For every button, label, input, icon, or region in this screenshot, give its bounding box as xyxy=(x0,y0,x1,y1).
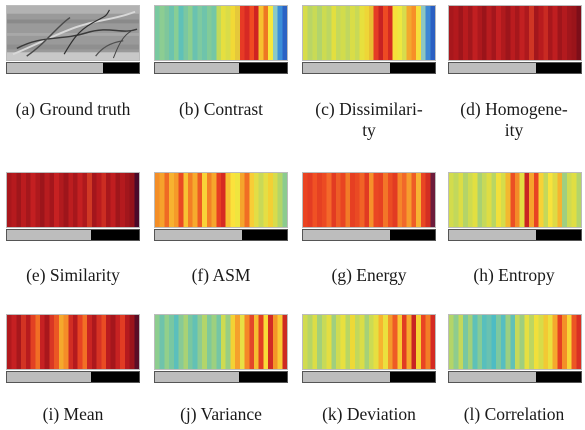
panel-h xyxy=(448,172,582,241)
variance-map xyxy=(154,314,288,370)
panel-l xyxy=(448,314,582,383)
ground-truth-bar xyxy=(6,62,140,74)
bar-gray-segment xyxy=(7,372,92,382)
correlation-map xyxy=(448,314,582,370)
panel-k xyxy=(302,314,436,383)
panel-j xyxy=(154,314,288,383)
asm-map xyxy=(154,172,288,228)
bar-black-segment xyxy=(239,63,287,73)
bar-black-segment xyxy=(536,372,581,382)
caption-a: (a) Ground truth xyxy=(15,99,131,119)
caption-l: (l) Correlation xyxy=(463,404,565,424)
dissimilarity-bar xyxy=(302,62,436,74)
bar-gray-segment xyxy=(7,63,104,73)
bar-gray-segment xyxy=(449,372,537,382)
panel-f xyxy=(154,172,288,241)
bar-gray-segment xyxy=(7,230,92,240)
caption-i: (i) Mean xyxy=(42,404,104,424)
bar-black-segment xyxy=(390,372,435,382)
bar-gray-segment xyxy=(449,230,537,240)
bar-black-segment xyxy=(390,230,435,240)
variance-bar xyxy=(154,371,288,383)
bar-gray-segment xyxy=(303,230,391,240)
contrast-bar xyxy=(154,62,288,74)
panel-g xyxy=(302,172,436,241)
contrast-map xyxy=(154,5,288,61)
entropy-map xyxy=(448,172,582,228)
bar-gray-segment xyxy=(303,372,391,382)
caption-f: (f) ASM xyxy=(191,265,251,285)
deviation-bar xyxy=(302,371,436,383)
caption-k: (k) Deviation xyxy=(322,404,416,424)
mean-bar xyxy=(6,371,140,383)
bar-black-segment xyxy=(91,372,139,382)
bar-gray-segment xyxy=(449,63,537,73)
panel-a xyxy=(6,5,140,74)
caption-j: (j) Variance xyxy=(180,404,262,424)
panel-d xyxy=(448,5,582,74)
panel-e xyxy=(6,172,140,241)
deviation-map xyxy=(302,314,436,370)
similarity-map xyxy=(6,172,140,228)
bar-gray-segment xyxy=(155,63,240,73)
bar-black-segment xyxy=(239,372,287,382)
bar-black-segment xyxy=(91,230,139,240)
caption-b: (b) Contrast xyxy=(178,99,264,119)
asm-bar xyxy=(154,229,288,241)
bar-gray-segment xyxy=(155,230,243,240)
energy-map xyxy=(302,172,436,228)
homogeneity-map xyxy=(448,5,582,61)
bar-black-segment xyxy=(242,230,287,240)
bar-gray-segment xyxy=(303,63,391,73)
bar-black-segment xyxy=(536,63,581,73)
caption-h: (h) Entropy xyxy=(473,265,555,285)
bar-black-segment xyxy=(536,230,581,240)
energy-bar xyxy=(302,229,436,241)
caption-e: (e) Similarity xyxy=(26,265,120,285)
bar-black-segment xyxy=(103,63,139,73)
caption-g: (g) Energy xyxy=(331,265,407,285)
entropy-bar xyxy=(448,229,582,241)
homogeneity-bar xyxy=(448,62,582,74)
caption-c: (c) Dissimilari- ty xyxy=(315,99,423,140)
panel-c xyxy=(302,5,436,74)
caption-d: (d) Homogene- ity xyxy=(460,99,568,140)
mean-map xyxy=(6,314,140,370)
ground-truth-image xyxy=(6,5,140,61)
similarity-bar xyxy=(6,229,140,241)
dissimilarity-map xyxy=(302,5,436,61)
bar-gray-segment xyxy=(155,372,240,382)
panel-b xyxy=(154,5,288,74)
correlation-bar xyxy=(448,371,582,383)
panel-i xyxy=(6,314,140,383)
bar-black-segment xyxy=(390,63,435,73)
